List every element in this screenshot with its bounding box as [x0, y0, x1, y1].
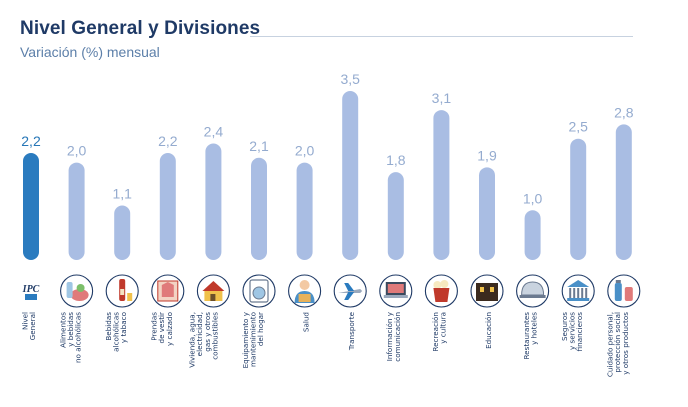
svg-text:Equipamiento y: Equipamiento y [241, 311, 250, 368]
svg-text:General: General [28, 312, 37, 340]
category-label-5: Vivienda, agua,electricidad,gas y otrosc… [188, 312, 220, 368]
bar-6 [251, 157, 267, 260]
value-label-2: 2,0 [67, 143, 87, 159]
value-label-13: 2,5 [568, 119, 588, 135]
doctor-icon [288, 274, 322, 308]
food-icon [60, 274, 94, 308]
title-divider [250, 36, 633, 37]
chart-subtitle: Variación (%) mensual [20, 44, 160, 60]
bar-9 [387, 172, 404, 260]
bar-14 [615, 124, 632, 261]
clothing-icon [151, 274, 185, 308]
svg-text:IPC: IPC [22, 284, 40, 295]
svg-text:y hoteles: y hoteles [530, 312, 539, 345]
bar-7 [296, 162, 313, 260]
svg-text:y servicios: y servicios [568, 312, 577, 350]
value-label-3: 1,1 [112, 186, 132, 202]
ipc-logo-icon: IPC [18, 278, 44, 304]
svg-text:del hogar: del hogar [256, 312, 265, 346]
svg-text:Nivel: Nivel [20, 312, 29, 330]
svg-text:Prendas: Prendas [150, 312, 159, 341]
bar-10 [433, 110, 450, 260]
value-label-6: 2,1 [249, 138, 269, 154]
svg-text:combustibles: combustibles [210, 312, 219, 360]
svg-text:Recreación: Recreación [431, 312, 440, 352]
bar-3 [114, 205, 131, 260]
cloche-icon [516, 274, 550, 308]
beverage-icon [105, 274, 139, 308]
bar-2 [68, 162, 85, 260]
personal-care-icon [607, 274, 641, 308]
svg-text:electricidad,: electricidad, [195, 312, 204, 356]
category-label-8: Transporte [347, 311, 356, 351]
airplane-icon [333, 274, 367, 308]
bar-13 [570, 138, 587, 260]
value-label-9: 1,8 [386, 152, 406, 168]
svg-text:protección social: protección social [613, 312, 622, 373]
svg-text:Bebidas: Bebidas [104, 312, 113, 341]
bar-5 [205, 143, 222, 260]
svg-text:y bebidas: y bebidas [66, 312, 75, 347]
bank-icon [561, 274, 595, 308]
svg-text:Cuidado personal,: Cuidado personal, [606, 312, 615, 377]
value-label-5: 2,4 [204, 123, 224, 139]
popcorn-icon [424, 274, 458, 308]
value-label-10: 3,1 [432, 90, 452, 106]
value-label-11: 1,9 [477, 147, 497, 163]
svg-text:Información y: Información y [385, 311, 394, 361]
svg-text:gas y otros: gas y otros [203, 312, 212, 352]
svg-text:Alimentos: Alimentos [58, 312, 67, 348]
svg-text:y cultura: y cultura [438, 312, 447, 344]
svg-text:Vivienda, agua,: Vivienda, agua, [188, 312, 197, 368]
bar-4 [159, 153, 176, 260]
category-label-11: Educación [484, 312, 493, 349]
svg-text:y otros productos: y otros productos [621, 312, 630, 375]
value-label-14: 2,8 [614, 104, 634, 120]
washing-machine-icon [242, 274, 276, 308]
chart-title: Nivel General y Divisiones [20, 18, 261, 39]
bar-1 [23, 153, 39, 260]
svg-text:comunicación: comunicación [393, 312, 402, 362]
svg-text:mantenimiento: mantenimiento [248, 312, 257, 367]
value-label-7: 2,0 [295, 143, 315, 159]
bar-11 [479, 167, 495, 260]
svg-text:Salud: Salud [302, 312, 311, 332]
svg-text:Seguros: Seguros [560, 312, 569, 341]
value-label-8: 3,5 [340, 71, 360, 87]
svg-text:alcohólicas: alcohólicas [112, 312, 121, 352]
bar-12 [524, 210, 541, 260]
svg-text:de vestir: de vestir [157, 312, 166, 344]
value-label-1: 2,2 [21, 133, 41, 149]
svg-text:financieros: financieros [575, 312, 584, 352]
svg-text:y tabaco: y tabaco [119, 312, 128, 343]
value-label-12: 1,0 [523, 190, 543, 206]
svg-text:Educación: Educación [484, 312, 493, 349]
value-label-4: 2,2 [158, 133, 178, 149]
svg-text:Restaurantes: Restaurantes [522, 312, 531, 360]
school-icon [470, 274, 504, 308]
bar-8 [342, 91, 359, 260]
svg-text:y calzado: y calzado [165, 312, 174, 346]
category-label-7: Salud [302, 312, 311, 332]
house-icon [196, 274, 230, 308]
svg-text:no alcohólicas: no alcohólicas [74, 312, 83, 363]
laptop-icon [379, 274, 413, 308]
svg-text:Transporte: Transporte [347, 311, 356, 351]
